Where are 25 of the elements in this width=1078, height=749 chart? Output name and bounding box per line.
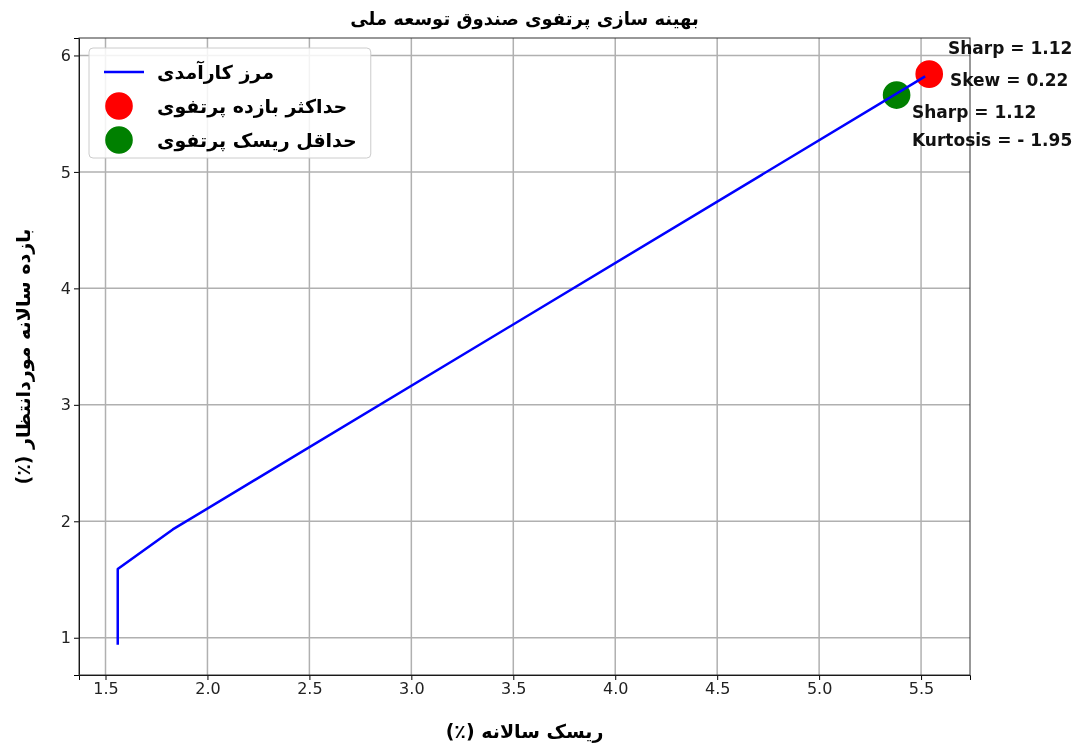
x-tick-label: 1.5 — [93, 679, 119, 699]
annotation: Skew = 0.22 — [950, 70, 1069, 90]
legend-label: حداکثر بازده پرتفوی — [157, 95, 348, 118]
x-tick-label: 3.0 — [399, 679, 425, 699]
x-tick-label: 5.5 — [908, 679, 935, 699]
annotation: Sharp = 1.12 — [912, 102, 1037, 122]
y-axis-title: بازده سالانه موردانتظار (٪) — [12, 228, 35, 485]
y-tick-label: 2 — [60, 511, 71, 531]
x-tick-label: 2.0 — [195, 679, 221, 699]
x-axis-title: ریسک سالانه (٪) — [445, 720, 604, 743]
x-tick-label: 3.5 — [501, 679, 527, 699]
chart-title: بهینه سازی پرتفوی صندوق توسعه ملی — [350, 8, 699, 30]
y-tick-label: 6 — [60, 46, 71, 66]
legend-label: مرز کارآمدی — [157, 60, 274, 84]
x-tick-label: 4.0 — [603, 679, 629, 699]
y-tick-label: 1 — [60, 628, 71, 648]
y-tick-label: 3 — [60, 395, 71, 415]
annotation: Kurtosis = - 1.95 — [912, 130, 1073, 150]
legend-label: حداقل ریسک پرتفوی — [157, 129, 357, 152]
annotation: Sharp = 1.12 — [948, 38, 1073, 58]
y-tick-label: 4 — [60, 278, 71, 298]
x-tick-label: 4.5 — [704, 679, 731, 699]
x-tick-label: 2.5 — [297, 679, 323, 699]
x-tick-label: 5.0 — [806, 679, 833, 699]
y-tick-label: 5 — [60, 162, 71, 182]
